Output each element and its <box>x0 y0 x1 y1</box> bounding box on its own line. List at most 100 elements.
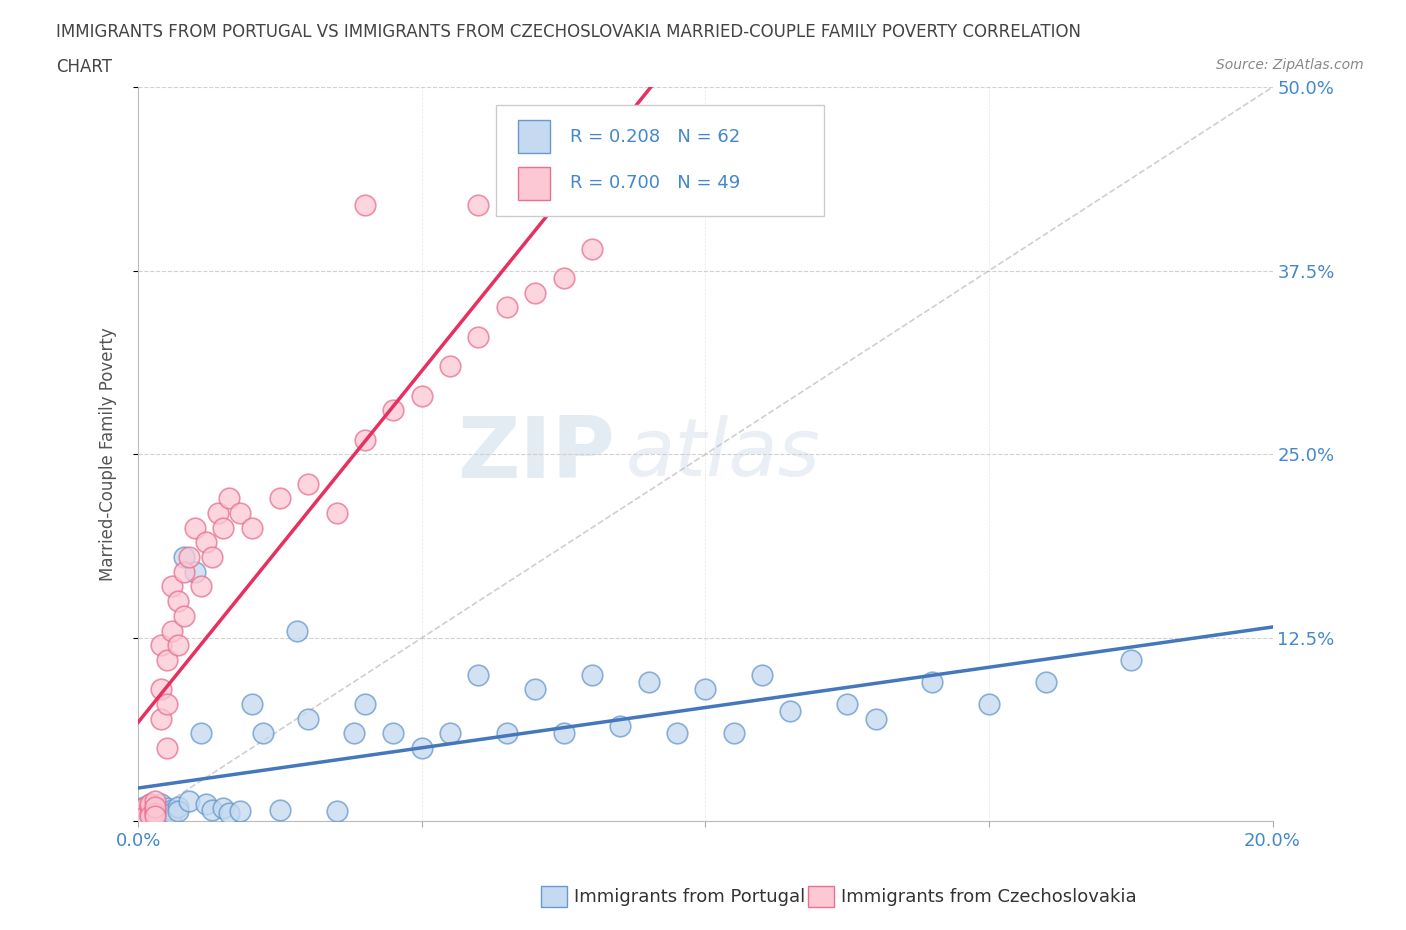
Point <box>382 726 405 741</box>
Point <box>149 711 172 726</box>
Point <box>553 726 575 741</box>
Point <box>195 535 218 550</box>
Point <box>155 801 177 816</box>
Point <box>143 810 166 825</box>
Point <box>354 197 377 212</box>
Point <box>173 565 195 579</box>
Point <box>865 711 887 726</box>
Point <box>143 803 166 817</box>
Point <box>495 300 517 315</box>
Point <box>138 800 160 815</box>
Point <box>581 241 603 256</box>
Point <box>325 506 347 521</box>
Point <box>229 804 252 818</box>
Point <box>201 803 224 817</box>
Point <box>581 182 603 197</box>
Point <box>155 806 177 821</box>
Point <box>229 506 252 521</box>
Point <box>149 804 172 818</box>
Point <box>138 796 160 811</box>
Text: R = 0.208   N = 62: R = 0.208 N = 62 <box>571 127 741 146</box>
Point <box>149 796 172 811</box>
Point <box>173 608 195 623</box>
Point <box>149 638 172 653</box>
Point <box>173 550 195 565</box>
Point <box>132 800 155 815</box>
Point <box>143 808 166 823</box>
Point <box>240 520 263 535</box>
Point <box>269 491 291 506</box>
Point <box>184 520 207 535</box>
Point <box>212 520 235 535</box>
Point <box>138 803 160 817</box>
Point <box>138 804 160 818</box>
Point <box>553 271 575 286</box>
Text: R = 0.700   N = 49: R = 0.700 N = 49 <box>571 174 741 193</box>
Point <box>143 800 166 815</box>
Point <box>382 403 405 418</box>
Point <box>155 740 177 755</box>
Point <box>132 806 155 821</box>
Point <box>240 697 263 711</box>
Point <box>524 682 547 697</box>
Point <box>467 197 489 212</box>
Point <box>155 653 177 668</box>
Point <box>132 810 155 825</box>
Point <box>190 726 212 741</box>
Point <box>138 801 160 816</box>
Point <box>155 697 177 711</box>
Point <box>285 623 308 638</box>
Point <box>132 803 155 817</box>
Point <box>921 674 943 689</box>
Point <box>212 801 235 816</box>
Point <box>132 806 155 821</box>
Point <box>297 711 319 726</box>
Point <box>167 804 190 818</box>
Point <box>354 432 377 447</box>
Point <box>190 579 212 594</box>
Point <box>160 803 183 817</box>
Text: ZIP: ZIP <box>457 413 614 496</box>
Point <box>354 697 377 711</box>
Text: CHART: CHART <box>56 58 112 75</box>
Point <box>143 793 166 808</box>
Point <box>411 388 433 403</box>
Point <box>343 726 366 741</box>
Point <box>779 704 801 719</box>
Point <box>143 800 166 815</box>
Point <box>160 623 183 638</box>
Point <box>837 697 859 711</box>
FancyBboxPatch shape <box>495 105 824 216</box>
Point <box>218 805 240 820</box>
Point <box>143 803 166 817</box>
Point <box>218 491 240 506</box>
Point <box>155 808 177 823</box>
Point <box>184 565 207 579</box>
Point <box>495 726 517 741</box>
Text: Source: ZipAtlas.com: Source: ZipAtlas.com <box>1216 58 1364 72</box>
Point <box>143 805 166 820</box>
Point <box>132 801 155 816</box>
Point <box>138 808 160 823</box>
Bar <box>519 166 550 200</box>
Point <box>1119 653 1142 668</box>
Point <box>167 593 190 608</box>
Point <box>1035 674 1057 689</box>
Point <box>467 667 489 682</box>
Point <box>143 805 166 820</box>
Point <box>252 726 274 741</box>
Point <box>149 682 172 697</box>
Point <box>167 800 190 815</box>
Point <box>195 796 218 811</box>
Point <box>138 796 160 811</box>
Y-axis label: Married-Couple Family Poverty: Married-Couple Family Poverty <box>100 327 117 581</box>
Point <box>751 667 773 682</box>
Text: IMMIGRANTS FROM PORTUGAL VS IMMIGRANTS FROM CZECHOSLOVAKIA MARRIED-COUPLE FAMILY: IMMIGRANTS FROM PORTUGAL VS IMMIGRANTS F… <box>56 23 1081 41</box>
Point <box>977 697 1000 711</box>
Point <box>467 329 489 344</box>
Point <box>325 804 347 818</box>
Point <box>138 805 160 820</box>
Point <box>666 726 689 741</box>
Point <box>179 793 201 808</box>
Point <box>439 359 461 374</box>
